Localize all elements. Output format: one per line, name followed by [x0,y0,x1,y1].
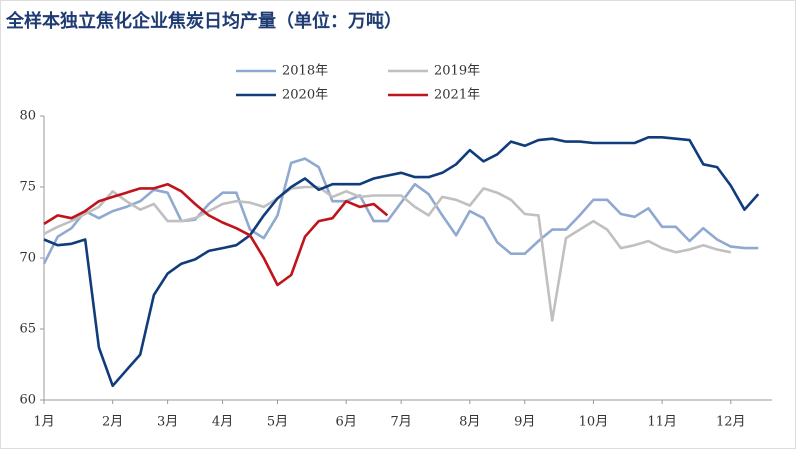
x-tick-label: 7月 [390,415,411,430]
x-tick-label: 8月 [459,415,480,430]
legend-label: 2020年 [282,88,328,103]
legend-label: 2018年 [282,64,328,79]
legend-label: 2019年 [434,64,480,79]
y-tick-label: 70 [19,251,36,266]
x-tick-label: 11月 [647,415,677,430]
x-tick-label: 5月 [267,415,288,430]
y-tick-label: 65 [19,322,36,337]
x-tick-label: 3月 [157,415,178,430]
series-line [43,182,389,287]
x-tick-label: 9月 [514,415,535,430]
x-tick-label: 1月 [33,415,54,430]
y-tick-label: 60 [19,393,36,408]
x-tick-label: 6月 [336,415,357,430]
y-tick-label: 80 [19,109,36,124]
x-tick-label: 12月 [716,415,746,430]
legend-label: 2021年 [434,88,480,103]
y-tick-label: 75 [19,180,36,195]
series-line [42,157,759,265]
x-tick-label: 4月 [212,415,233,430]
chart-title: 全样本独立焦化企业焦炭日均产量（单位：万吨） [5,10,402,32]
series-line [43,136,760,388]
x-tick-label: 2月 [102,415,123,430]
series-line [43,185,732,322]
x-tick-label: 10月 [579,415,609,430]
